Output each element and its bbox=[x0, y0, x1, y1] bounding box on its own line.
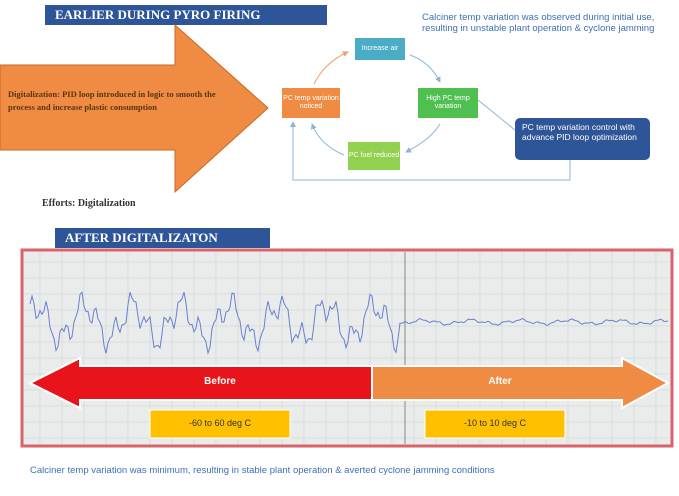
node-label: Increase air bbox=[355, 38, 405, 60]
cycle-arrow bbox=[312, 124, 344, 155]
before-label: Before bbox=[150, 376, 290, 387]
arrow-text: Digitalization: PID loop introduced in l… bbox=[8, 88, 223, 114]
cycle-arrow bbox=[406, 124, 440, 152]
node-label: PC temp variation noticed bbox=[282, 88, 340, 118]
after-label: After bbox=[430, 376, 570, 387]
before-range: -60 to 60 deg C bbox=[150, 418, 290, 428]
cycle-arrow bbox=[314, 52, 348, 84]
connector bbox=[478, 100, 515, 130]
slide-graphics bbox=[0, 0, 679, 496]
section-title: AFTER DIGITALIZATON bbox=[55, 228, 270, 248]
slide: EARLIER DURING PYRO FIRING Calciner temp… bbox=[0, 0, 679, 496]
conclusion: Calciner temp variation was minimum, res… bbox=[30, 465, 650, 476]
node-label: PC fuel reduced bbox=[348, 142, 400, 170]
after-range: -10 to 10 deg C bbox=[425, 418, 565, 428]
section-title: EARLIER DURING PYRO FIRING bbox=[45, 5, 327, 25]
solution-text: PC temp variation control with advance P… bbox=[522, 122, 647, 142]
observation: Calciner temp variation was observed dur… bbox=[422, 12, 667, 34]
cycle-arrow bbox=[410, 55, 440, 82]
trend-photo bbox=[22, 250, 672, 446]
efforts: Efforts: Digitalization bbox=[42, 198, 136, 209]
node-label: High PC temp variation bbox=[418, 88, 478, 118]
